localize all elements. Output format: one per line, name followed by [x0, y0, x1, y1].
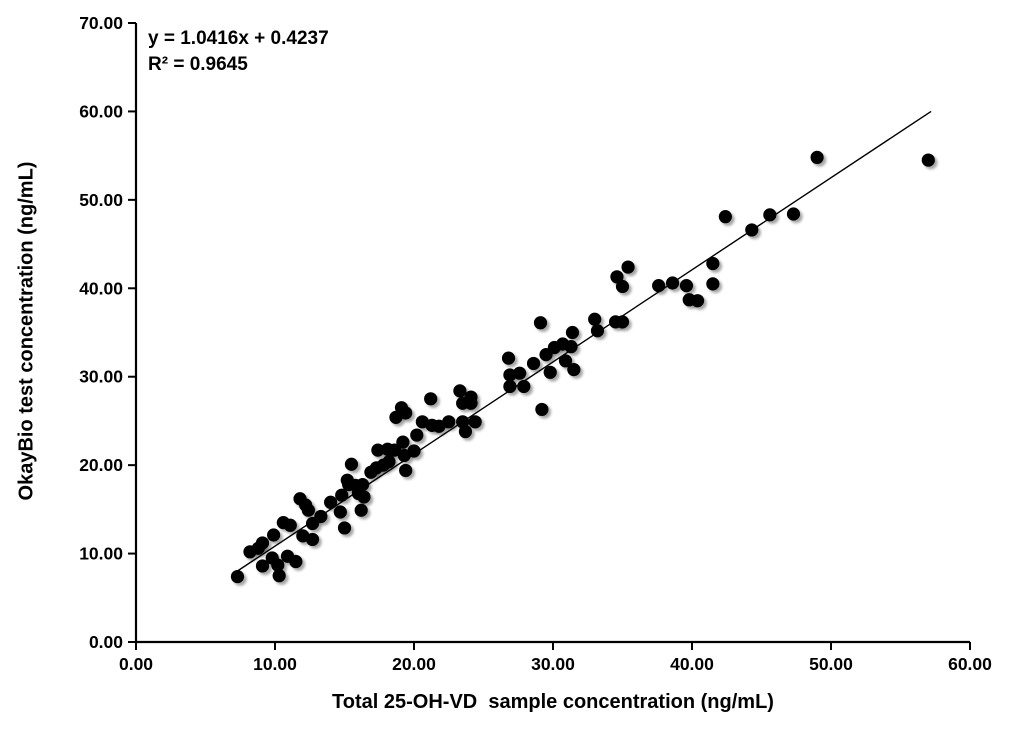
data-point — [513, 366, 527, 380]
data-point — [615, 315, 630, 329]
data-point — [679, 279, 694, 293]
data-point — [567, 363, 581, 377]
data-point — [588, 312, 602, 326]
y-tick-label: 50.00 — [79, 190, 123, 210]
data-point — [564, 340, 578, 354]
data-point — [397, 448, 411, 463]
y-tick-label: 40.00 — [79, 278, 123, 298]
x-tick-label: 40.00 — [670, 654, 714, 674]
data-point — [387, 443, 402, 457]
x-tick-label: 10.00 — [253, 654, 297, 674]
data-point — [503, 368, 517, 382]
data-point — [424, 392, 438, 406]
data-point — [590, 324, 605, 338]
y-tick-label: 0.00 — [89, 632, 123, 652]
x-tick-label: 50.00 — [809, 654, 853, 674]
data-point — [615, 279, 630, 294]
data-point — [410, 428, 424, 442]
data-point — [464, 396, 478, 410]
data-point — [255, 559, 270, 573]
data-point — [786, 207, 801, 221]
data-point — [718, 210, 732, 224]
y-tick-label: 30.00 — [79, 367, 123, 387]
data-point — [810, 150, 824, 165]
data-point — [389, 410, 403, 424]
data-point — [399, 463, 413, 478]
data-point — [442, 415, 456, 429]
y-tick-label: 70.00 — [79, 13, 123, 33]
trendline-equation: y = 1.0416x + 0.4237 — [148, 28, 329, 49]
data-point — [337, 521, 352, 535]
data-point — [458, 424, 473, 439]
x-axis-title: Total 25-OH-VD sample concentration (ng/… — [332, 691, 774, 713]
trendline — [237, 110, 932, 572]
trendline-annotation: y = 1.0416x + 0.4237 R² = 0.9645 — [148, 26, 329, 78]
data-point — [565, 325, 580, 340]
data-point — [324, 495, 338, 509]
data-point — [652, 279, 666, 293]
data-point — [503, 379, 517, 394]
data-point — [921, 153, 935, 167]
data-point — [453, 384, 467, 398]
data-point — [283, 518, 297, 532]
data-point — [354, 503, 368, 517]
x-tick-label: 30.00 — [531, 654, 575, 674]
data-point — [535, 402, 549, 417]
data-point — [468, 415, 482, 429]
data-point — [267, 528, 281, 542]
data-point — [665, 276, 680, 290]
data-point — [543, 365, 557, 379]
data-point — [357, 490, 371, 504]
y-tick-label: 20.00 — [79, 455, 123, 475]
data-point — [501, 351, 516, 365]
data-point — [335, 488, 349, 502]
data-point — [517, 379, 531, 394]
y-tick-label: 60.00 — [79, 101, 123, 121]
x-tick-label: 0.00 — [119, 654, 153, 674]
data-point — [621, 260, 635, 274]
data-point — [271, 558, 285, 572]
data-point — [301, 503, 315, 517]
data-point — [243, 545, 257, 559]
data-point — [396, 435, 410, 449]
data-point — [344, 457, 359, 471]
data-point — [533, 316, 548, 330]
y-tick-label: 10.00 — [79, 544, 123, 564]
data-point — [745, 223, 759, 237]
data-point — [526, 356, 541, 371]
data-point — [610, 270, 624, 284]
r-squared-label: R² = 0.9645 — [148, 54, 248, 75]
data-point — [289, 554, 303, 569]
data-point — [706, 256, 720, 271]
x-tick-label: 60.00 — [948, 654, 992, 674]
data-point — [364, 465, 378, 479]
x-tick-label: 20.00 — [392, 654, 436, 674]
data-point — [305, 532, 320, 547]
data-point — [305, 516, 320, 531]
data-point — [558, 354, 573, 368]
y-axis-title: OkayBio test concentration (ng/mL) — [15, 161, 38, 501]
data-point — [539, 348, 553, 362]
data-point — [763, 208, 777, 222]
data-point — [272, 569, 286, 583]
data-point — [230, 569, 245, 584]
data-point — [333, 505, 347, 519]
data-point — [690, 294, 705, 308]
data-point — [706, 277, 720, 291]
data-point — [371, 443, 385, 457]
